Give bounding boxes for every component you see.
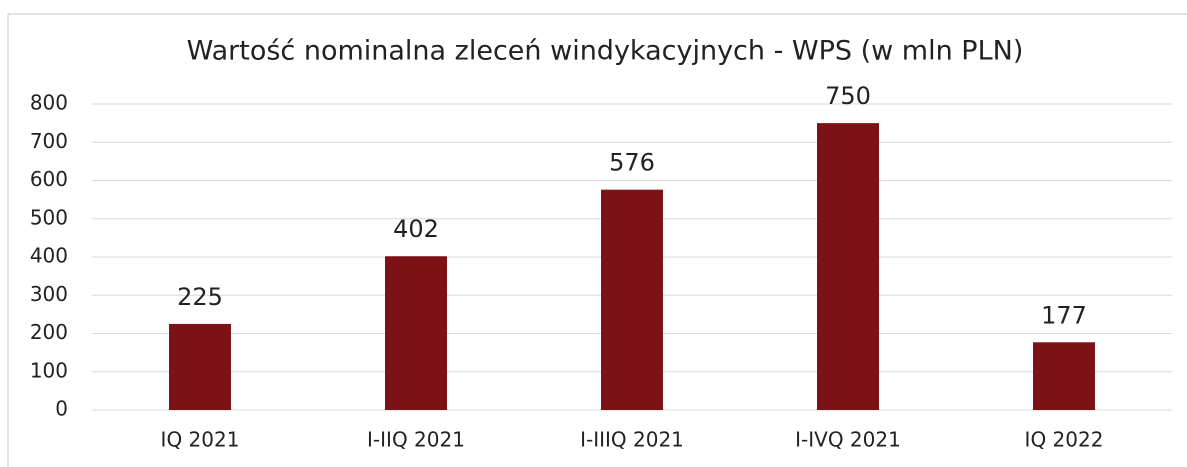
x-tick-label: IQ 2022 (1025, 428, 1104, 452)
bar (385, 256, 447, 410)
y-tick-label: 300 (30, 282, 68, 306)
x-tick-label: IQ 2021 (161, 428, 240, 452)
x-tick-label: I-IIQ 2021 (367, 428, 465, 452)
bar (169, 323, 231, 410)
x-tick-label: I-IIIQ 2021 (580, 428, 684, 452)
bar (601, 189, 663, 410)
x-tick-label: I-IVQ 2021 (795, 428, 901, 452)
y-tick-label: 800 (30, 91, 68, 115)
y-tick-label: 400 (30, 244, 68, 268)
y-tick-label: 0 (55, 397, 68, 421)
data-label: 576 (609, 149, 655, 177)
chart-title: Wartość nominalna zleceń windykacyjnych … (187, 36, 1024, 67)
data-label: 177 (1041, 301, 1087, 329)
chart-border (7, 13, 1187, 467)
data-label: 225 (177, 283, 223, 311)
y-tick-label: 100 (30, 358, 68, 382)
y-tick-label: 200 (30, 320, 68, 344)
bar (1033, 342, 1095, 410)
bar (817, 123, 879, 410)
y-tick-label: 500 (30, 205, 68, 229)
data-label: 402 (393, 215, 439, 243)
y-tick-label: 600 (30, 167, 68, 191)
data-label: 750 (825, 82, 871, 110)
y-tick-label: 700 (30, 129, 68, 153)
